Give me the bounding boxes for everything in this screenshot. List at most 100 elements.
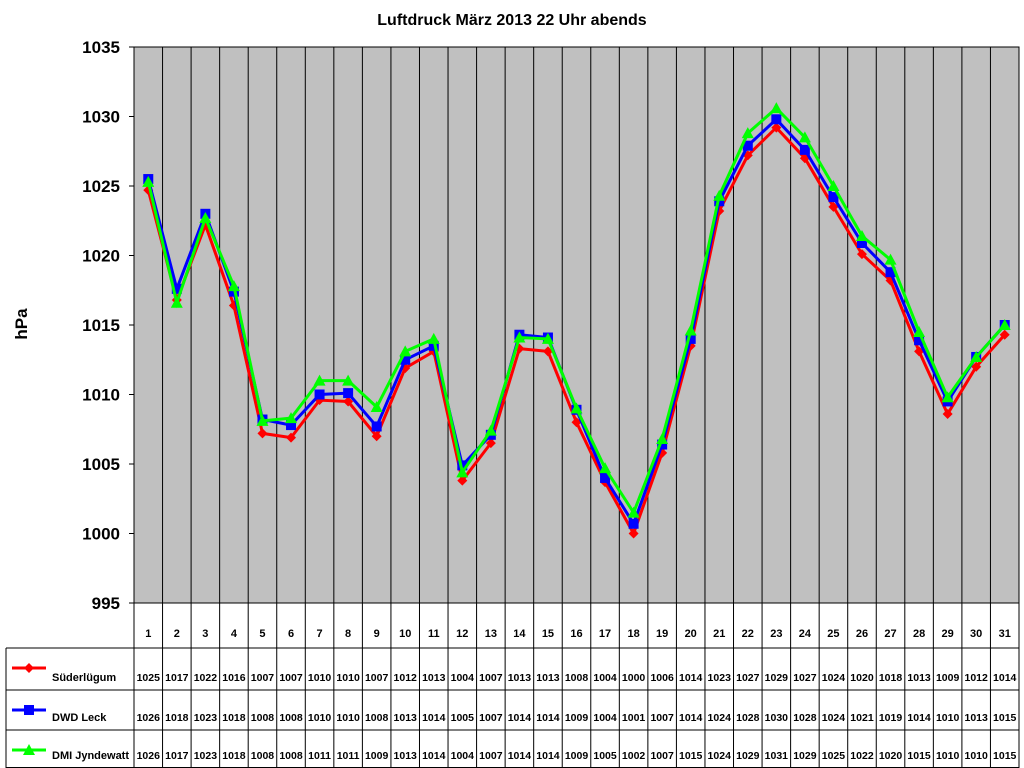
table-cell: 1007	[251, 672, 275, 684]
data-point	[855, 230, 868, 242]
x-tick-label: 26	[856, 628, 868, 640]
x-tick-label: 6	[288, 628, 294, 640]
table-cell: 1023	[194, 750, 218, 762]
table-cell: 1001	[622, 712, 646, 724]
x-tick-label: 27	[884, 628, 896, 640]
table-cell: 1024	[708, 750, 732, 762]
data-point	[399, 345, 412, 357]
table-cell: 1009	[565, 750, 589, 762]
table-cell: 1013	[394, 712, 418, 724]
table-cell: 1017	[165, 672, 189, 684]
y-tick-label: 1035	[82, 38, 120, 57]
table-cell: 1018	[222, 750, 246, 762]
data-point	[798, 131, 811, 143]
table-cell: 1010	[308, 672, 332, 684]
y-tick-label: 1010	[82, 386, 120, 405]
table-cell: 1007	[365, 672, 389, 684]
data-point	[400, 354, 411, 365]
data-point	[600, 472, 611, 483]
x-tick-label: 31	[999, 628, 1011, 640]
x-tick-label: 9	[374, 628, 380, 640]
data-point	[343, 388, 354, 399]
table-cell: 1010	[336, 712, 360, 724]
table-cell: 1025	[137, 672, 161, 684]
table-cell: 1027	[793, 672, 817, 684]
y-tick-label: 1030	[82, 108, 120, 127]
table-cell: 1017	[165, 750, 189, 762]
data-point	[199, 211, 212, 223]
data-point	[427, 332, 440, 344]
table-cell: 1024	[822, 712, 846, 724]
table-cell: 1000	[622, 672, 646, 684]
table-cell: 1013	[508, 672, 532, 684]
table-cell: 1004	[451, 750, 475, 762]
table-cell: 1010	[336, 672, 360, 684]
data-point	[313, 374, 326, 386]
table-cell: 1004	[593, 712, 617, 724]
table-cell: 1010	[936, 712, 960, 724]
x-tick-label: 14	[513, 628, 526, 640]
table-cell: 1004	[593, 672, 617, 684]
chart-title: Luftdruck März 2013 22 Uhr abends	[377, 12, 647, 29]
legend-label: Süderlügum	[52, 672, 116, 684]
x-tick-label: 23	[770, 628, 782, 640]
y-tick-label: 1005	[82, 455, 120, 474]
table-cell: 1014	[536, 750, 560, 762]
data-point	[256, 414, 269, 426]
table-cell: 1029	[736, 750, 760, 762]
x-tick-label: 24	[799, 628, 812, 640]
data-point	[884, 253, 897, 265]
x-tick-label: 12	[456, 628, 468, 640]
table-cell: 1014	[679, 672, 703, 684]
table-cell: 1005	[451, 712, 475, 724]
table-cell: 1014	[508, 712, 532, 724]
table-cell: 1009	[365, 750, 389, 762]
table-cell: 1029	[793, 750, 817, 762]
table-cell: 1016	[222, 672, 246, 684]
x-tick-label: 21	[713, 628, 725, 640]
data-point	[741, 127, 754, 139]
x-tick-label: 17	[599, 628, 611, 640]
data-point	[485, 438, 496, 449]
data-point	[285, 412, 298, 424]
x-tick-label: 30	[970, 628, 982, 640]
y-tick-label: 995	[92, 594, 120, 613]
table-cell: 1013	[394, 750, 418, 762]
table-cell: 1024	[708, 712, 732, 724]
x-tick-label: 29	[942, 628, 954, 640]
data-point	[599, 462, 612, 474]
x-tick-label: 20	[685, 628, 697, 640]
data-point	[942, 408, 953, 419]
data-point	[343, 396, 354, 407]
table-cell: 1008	[365, 712, 389, 724]
data-point	[457, 475, 468, 486]
data-point	[513, 331, 526, 343]
y-axis-label: hPa	[12, 308, 31, 340]
table-cell: 1010	[964, 750, 988, 762]
table-cell: 1023	[708, 672, 732, 684]
table-cell: 1013	[964, 712, 988, 724]
table-cell: 1004	[451, 672, 475, 684]
data-point	[771, 122, 782, 133]
table-cell: 1013	[907, 672, 931, 684]
x-tick-label: 8	[345, 628, 351, 640]
data-point	[628, 518, 639, 529]
table-cell: 1012	[394, 672, 418, 684]
data-point	[827, 180, 840, 191]
table-cell: 1007	[650, 750, 674, 762]
y-tick-label: 1000	[82, 525, 120, 544]
data-point	[771, 114, 782, 125]
data-point	[913, 325, 926, 337]
plot-area: 995 1000 1005 1010 1015 1020 1025 1030 1035	[82, 38, 1020, 613]
table-cell: 1008	[251, 712, 275, 724]
table-cell: 1008	[279, 712, 303, 724]
data-point	[799, 144, 810, 155]
data-point	[570, 402, 583, 414]
x-tick-label: 5	[259, 628, 265, 640]
table-cell: 1014	[993, 672, 1017, 684]
table-cell: 1009	[565, 712, 589, 724]
data-point	[856, 237, 867, 248]
x-tick-label: 11	[428, 628, 440, 640]
data-point	[371, 431, 382, 442]
